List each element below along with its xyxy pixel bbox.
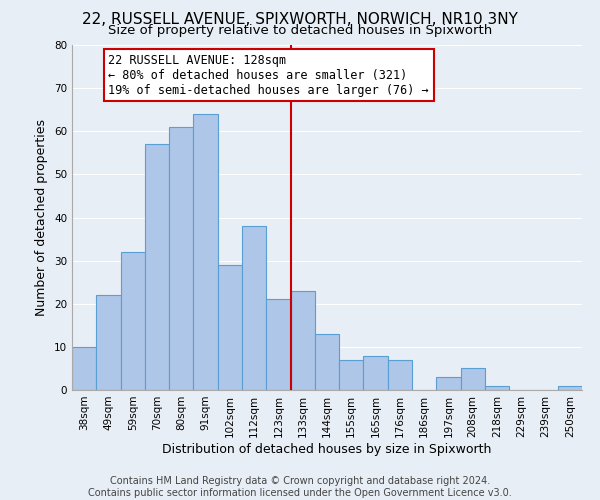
Bar bbox=[461, 368, 485, 390]
Bar bbox=[388, 360, 412, 390]
Bar bbox=[266, 300, 290, 390]
Bar bbox=[121, 252, 145, 390]
Text: Contains HM Land Registry data © Crown copyright and database right 2024.
Contai: Contains HM Land Registry data © Crown c… bbox=[88, 476, 512, 498]
Bar bbox=[193, 114, 218, 390]
Y-axis label: Number of detached properties: Number of detached properties bbox=[35, 119, 49, 316]
Bar bbox=[364, 356, 388, 390]
Bar bbox=[169, 127, 193, 390]
Bar bbox=[485, 386, 509, 390]
Bar bbox=[96, 295, 121, 390]
Text: 22 RUSSELL AVENUE: 128sqm
← 80% of detached houses are smaller (321)
19% of semi: 22 RUSSELL AVENUE: 128sqm ← 80% of detac… bbox=[109, 54, 429, 96]
Bar bbox=[339, 360, 364, 390]
Text: 22, RUSSELL AVENUE, SPIXWORTH, NORWICH, NR10 3NY: 22, RUSSELL AVENUE, SPIXWORTH, NORWICH, … bbox=[82, 12, 518, 28]
Bar bbox=[218, 265, 242, 390]
Text: Size of property relative to detached houses in Spixworth: Size of property relative to detached ho… bbox=[108, 24, 492, 37]
Bar bbox=[242, 226, 266, 390]
Bar bbox=[290, 291, 315, 390]
Bar bbox=[72, 347, 96, 390]
Bar bbox=[436, 377, 461, 390]
X-axis label: Distribution of detached houses by size in Spixworth: Distribution of detached houses by size … bbox=[163, 442, 491, 456]
Bar bbox=[315, 334, 339, 390]
Bar bbox=[145, 144, 169, 390]
Bar bbox=[558, 386, 582, 390]
